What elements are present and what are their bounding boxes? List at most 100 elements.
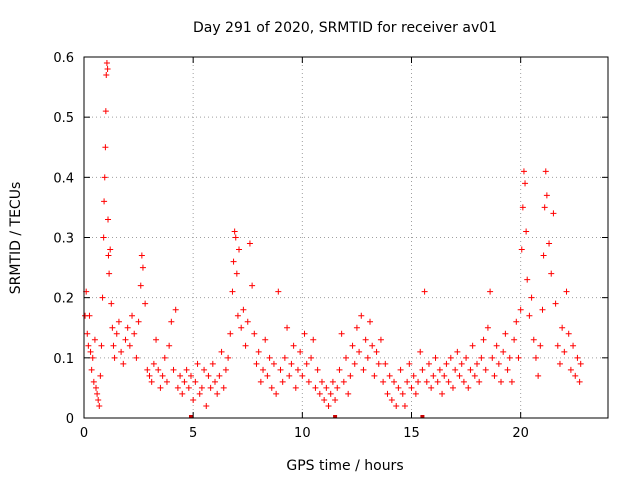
data-point: [388, 396, 395, 403]
data-point: [148, 378, 155, 385]
data-point: [502, 330, 509, 337]
data-point: [532, 354, 539, 361]
data-point: [469, 342, 476, 349]
y-tick-label: 0.2: [53, 292, 74, 307]
data-gap-marker: [333, 415, 338, 418]
data-point: [559, 324, 566, 331]
data-point: [445, 378, 452, 385]
data-point: [118, 348, 125, 355]
data-point: [318, 378, 325, 385]
data-point: [214, 390, 221, 397]
data-point: [301, 330, 308, 337]
data-point: [103, 72, 110, 79]
data-point: [227, 330, 234, 337]
data-point: [524, 276, 531, 283]
data-point: [399, 390, 406, 397]
data-point: [386, 372, 393, 379]
data-point: [131, 330, 138, 337]
data-point: [230, 258, 237, 265]
data-point: [105, 216, 112, 223]
data-point: [166, 342, 173, 349]
data-point: [421, 288, 428, 295]
data-point: [290, 342, 297, 349]
data-point: [425, 360, 432, 367]
data-point: [371, 372, 378, 379]
data-point: [185, 384, 192, 391]
y-axis-label: SRMTID / TECUs: [8, 182, 24, 295]
x-tick-label: 20: [512, 426, 529, 441]
data-point: [543, 192, 550, 199]
y-tick-label: 0.6: [53, 51, 74, 66]
data-point: [508, 378, 515, 385]
data-point: [161, 354, 168, 361]
data-point: [515, 354, 522, 361]
data-point: [251, 330, 258, 337]
data-point: [168, 318, 175, 325]
data-point: [170, 366, 177, 373]
x-tick-label: 5: [189, 426, 197, 441]
data-point: [203, 402, 210, 409]
data-point: [364, 354, 371, 361]
data-point: [284, 324, 291, 331]
data-point: [96, 402, 103, 409]
data-point: [474, 360, 480, 367]
data-point: [279, 378, 286, 385]
data-point: [303, 360, 310, 367]
data-point: [137, 282, 144, 289]
data-point: [537, 342, 544, 349]
data-point: [93, 384, 100, 391]
data-point: [273, 390, 280, 397]
data-point: [242, 342, 249, 349]
data-point: [85, 342, 92, 349]
data-point: [205, 372, 212, 379]
data-point: [519, 204, 526, 211]
data-point: [312, 384, 319, 391]
plot-frame: [83, 56, 609, 419]
data-point: [454, 348, 461, 355]
data-point: [288, 360, 295, 367]
data-point: [517, 306, 524, 313]
data-point: [292, 384, 299, 391]
data-point: [467, 366, 474, 373]
data-point: [231, 228, 238, 235]
data-point: [172, 306, 179, 313]
data-point: [305, 378, 312, 385]
data-point: [397, 366, 404, 373]
data-point: [275, 288, 282, 295]
data-point: [220, 384, 227, 391]
data-point: [153, 336, 160, 343]
data-point: [138, 252, 145, 259]
data-point: [244, 318, 251, 325]
data-point: [327, 390, 334, 397]
data-point: [463, 354, 470, 361]
data-point: [577, 360, 584, 367]
y-tick-label: 0.5: [53, 111, 74, 126]
data-point: [198, 384, 205, 391]
chart-title: Day 291 of 2020, SRMTID for receiver av0…: [193, 20, 497, 36]
data-point: [163, 378, 170, 385]
data-point: [110, 342, 117, 349]
data-point: [432, 354, 439, 361]
data-point: [520, 168, 527, 175]
data-point: [270, 360, 277, 367]
data-point: [351, 360, 358, 367]
data-point: [321, 396, 328, 403]
data-point: [225, 354, 232, 361]
data-gap-markers: [188, 415, 425, 418]
data-point: [539, 306, 546, 313]
data-point: [343, 354, 349, 361]
data-point: [443, 360, 450, 367]
data-point: [260, 366, 267, 373]
data-point: [329, 378, 336, 385]
data-point: [391, 378, 398, 385]
data-point: [257, 378, 264, 385]
data-point: [106, 270, 113, 277]
data-point: [95, 396, 102, 403]
data-point: [367, 318, 374, 325]
data-point: [375, 360, 382, 367]
data-point: [377, 336, 384, 343]
data-point: [218, 348, 225, 355]
data-point: [124, 324, 131, 331]
data-point: [404, 378, 411, 385]
data-point: [465, 384, 472, 391]
